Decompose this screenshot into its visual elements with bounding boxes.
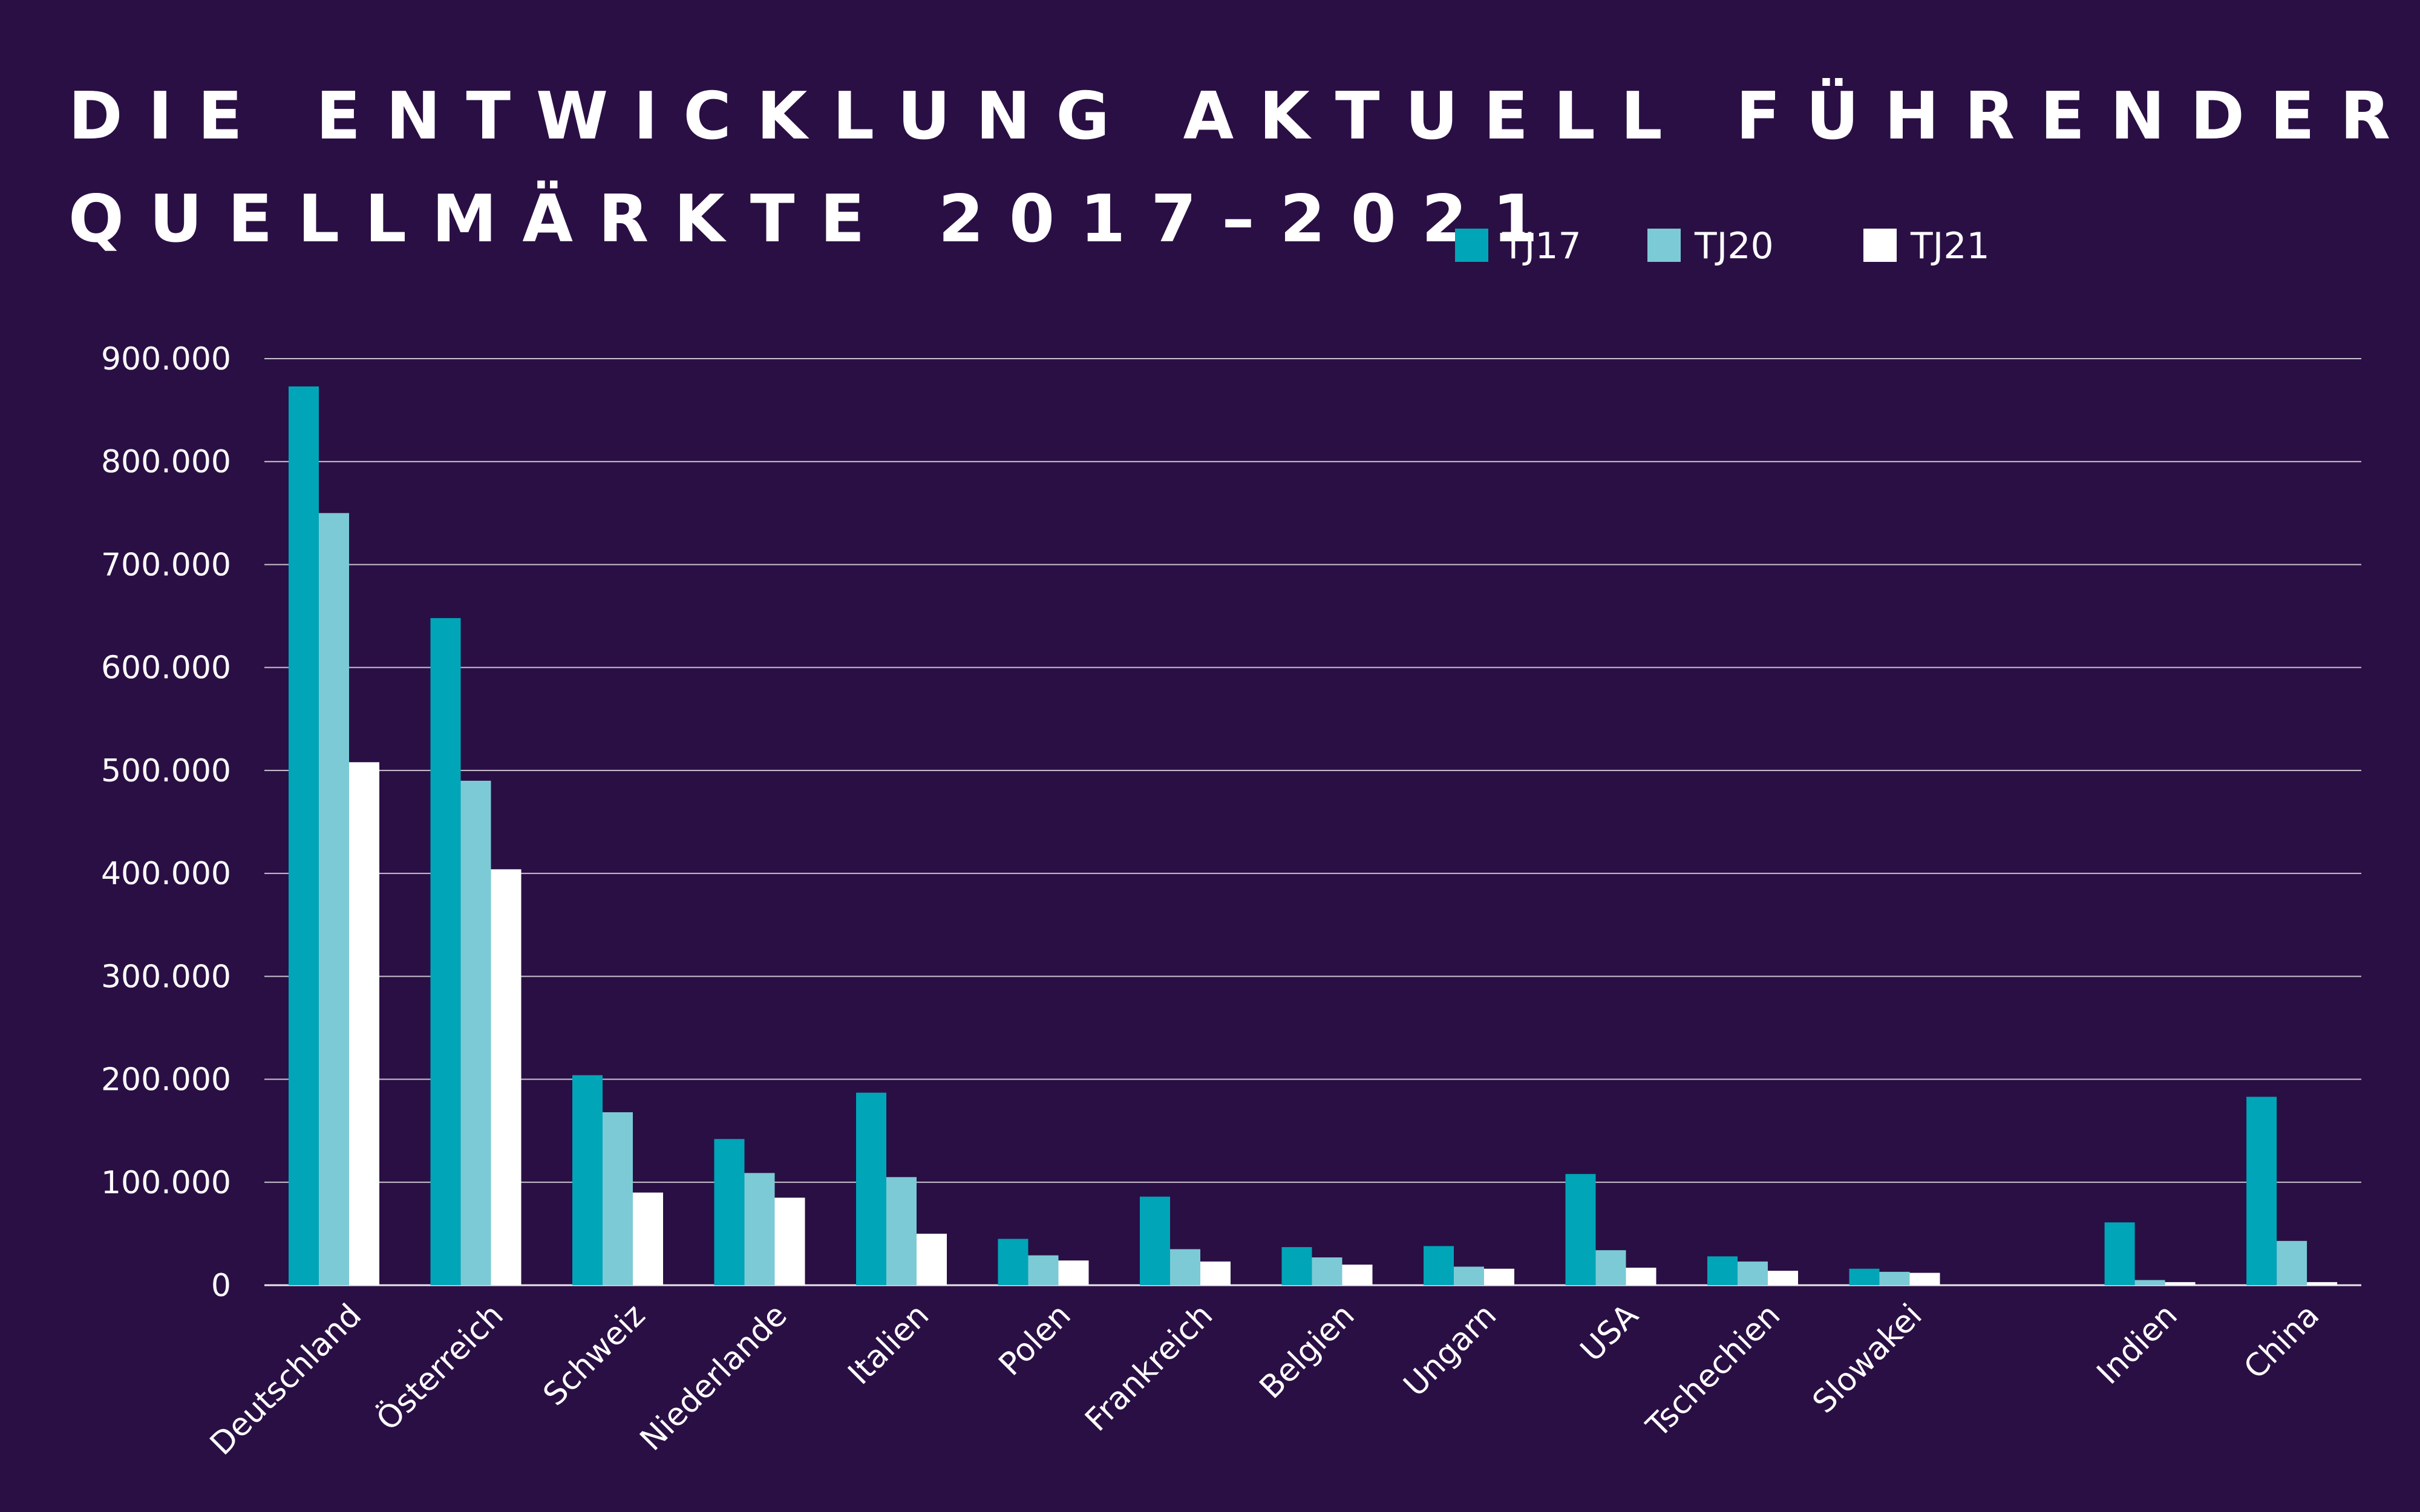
x-category-label: Österreich bbox=[369, 1297, 510, 1438]
x-category-label: Niederlande bbox=[633, 1297, 794, 1458]
y-tick-label: 800.000 bbox=[101, 444, 231, 480]
bar-tj21 bbox=[1342, 1264, 1373, 1285]
x-category-label: Italien bbox=[842, 1297, 937, 1392]
bar-tj20 bbox=[460, 780, 491, 1285]
y-tick-label: 400.000 bbox=[101, 856, 231, 892]
bar-tj20 bbox=[886, 1177, 917, 1285]
bar-tj21 bbox=[2165, 1282, 2196, 1285]
bar-tj21 bbox=[2307, 1282, 2338, 1285]
x-category-label: USA bbox=[1574, 1297, 1646, 1369]
bar-tj20 bbox=[1454, 1266, 1484, 1285]
bar-tj20 bbox=[744, 1173, 775, 1285]
bar-tj17 bbox=[2104, 1222, 2135, 1285]
y-tick-label: 600.000 bbox=[101, 650, 231, 686]
x-category-label: Frankreich bbox=[1078, 1297, 1220, 1439]
bar-tj21 bbox=[1626, 1268, 1656, 1285]
bar-tj21 bbox=[1200, 1261, 1231, 1285]
bar-tj17 bbox=[998, 1239, 1028, 1285]
x-category-label: Tschechien bbox=[1640, 1297, 1787, 1445]
legend-label-tj21: TJ21 bbox=[1911, 225, 1990, 267]
bar-tj17 bbox=[1707, 1256, 1738, 1285]
bar-tj20 bbox=[1595, 1250, 1626, 1285]
bar-tj20 bbox=[1738, 1261, 1768, 1285]
bar-tj20 bbox=[2277, 1240, 2307, 1285]
x-category-label: Schweiz bbox=[537, 1297, 653, 1413]
bar-tj17 bbox=[1281, 1247, 1312, 1285]
bar-tj20 bbox=[1312, 1257, 1342, 1285]
y-axis-ticks: 0 100.000 200.000 300.000 400.000 500.000 600.… bbox=[101, 341, 231, 1304]
legend-label-tj20: TJ20 bbox=[1695, 225, 1774, 267]
y-tick-label: 500.000 bbox=[101, 753, 231, 789]
legend-label-tj17: TJ17 bbox=[1502, 225, 1581, 267]
bar-tj21 bbox=[1058, 1260, 1089, 1285]
legend-swatch-tj17 bbox=[1455, 229, 1488, 262]
y-tick-label: 700.000 bbox=[101, 547, 231, 583]
y-tick-label: 300.000 bbox=[101, 959, 231, 995]
bars bbox=[289, 386, 2338, 1286]
bar-tj20 bbox=[319, 513, 349, 1286]
bar-tj21 bbox=[349, 762, 379, 1285]
chart-title: DIE ENTWICKLUNG AKTUELL FÜHRENDER QUELLM… bbox=[68, 65, 2416, 271]
bar-tj17 bbox=[1565, 1174, 1596, 1285]
bar-tj20 bbox=[1028, 1255, 1059, 1285]
bar-tj17 bbox=[572, 1075, 603, 1285]
bar-tj17 bbox=[856, 1092, 886, 1285]
legend-swatch-tj21 bbox=[1863, 229, 1897, 262]
bar-tj17 bbox=[289, 386, 319, 1286]
bar-tj20 bbox=[1170, 1249, 1200, 1285]
bar-tj20 bbox=[1879, 1271, 1910, 1285]
x-category-label: Belgien bbox=[1253, 1297, 1362, 1406]
bar-tj17 bbox=[430, 618, 461, 1286]
x-category-label: Ungarn bbox=[1397, 1297, 1503, 1404]
legend-swatch-tj20 bbox=[1647, 229, 1681, 262]
y-tick-label: 900.000 bbox=[101, 341, 231, 377]
bar-tj20 bbox=[2134, 1280, 2165, 1285]
chart-title-line-2: QUELLMÄRKTE 2017–2021 bbox=[68, 181, 1564, 257]
bar-tj21 bbox=[1484, 1268, 1514, 1285]
bar-tj21 bbox=[774, 1198, 805, 1285]
x-category-label: Polen bbox=[992, 1297, 1078, 1383]
bar-tj20 bbox=[603, 1112, 633, 1285]
x-category-label: China bbox=[2237, 1297, 2326, 1386]
bar-tj21 bbox=[491, 869, 522, 1285]
y-tick-label: 200.000 bbox=[101, 1062, 231, 1098]
y-tick-label: 0 bbox=[211, 1268, 231, 1304]
bar-tj17 bbox=[2246, 1097, 2277, 1285]
bar-tj17 bbox=[714, 1139, 745, 1285]
x-category-label: Indien bbox=[2090, 1297, 2185, 1392]
x-category-label: Deutschland bbox=[203, 1297, 368, 1462]
bar-tj21 bbox=[633, 1192, 663, 1285]
bar-tj17 bbox=[1424, 1246, 1454, 1285]
bar-tj17 bbox=[1849, 1268, 1880, 1285]
bar-tj21 bbox=[917, 1233, 947, 1285]
y-tick-label: 100.000 bbox=[101, 1165, 231, 1201]
x-category-label: Slowakei bbox=[1806, 1297, 1929, 1421]
bar-tj21 bbox=[1909, 1272, 1940, 1285]
bar-tj17 bbox=[1140, 1196, 1170, 1285]
bar-tj21 bbox=[1768, 1271, 1798, 1285]
chart-title-line-1: DIE ENTWICKLUNG AKTUELL FÜHRENDER bbox=[68, 79, 2416, 154]
